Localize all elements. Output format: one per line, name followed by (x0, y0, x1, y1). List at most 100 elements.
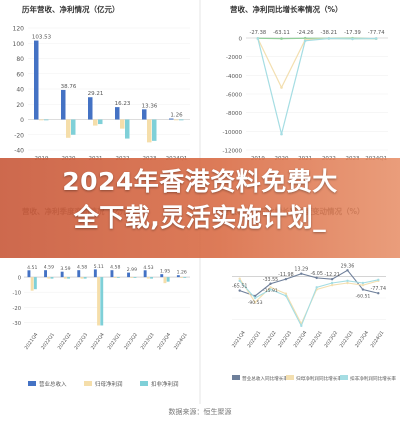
data-label: 4.51 (27, 265, 37, 271)
legend-swatch (232, 375, 240, 380)
series-point (300, 272, 303, 275)
data-label: 29.36 (341, 263, 355, 269)
y-tick-label: -8000 (226, 111, 242, 117)
headline-line-1: 2024年香港资料免费大 (62, 167, 338, 196)
chart-title: 历年营收、净利情况（亿元） (22, 4, 120, 14)
y-tick-label: -12000 (223, 149, 243, 155)
series-point (284, 292, 288, 295)
data-label: 103.53 (32, 35, 52, 41)
bar (113, 277, 117, 278)
bar (143, 270, 147, 278)
data-label: -77.74 (368, 30, 385, 36)
series-point (377, 292, 380, 295)
bar (142, 109, 147, 120)
legend-label: 归母净利润 (95, 380, 123, 388)
y-tick-label: -4000 (226, 74, 242, 80)
legend-label: 扣非净利润同比增长率 (350, 375, 396, 382)
y-tick-label: 0 (239, 37, 243, 43)
bar (160, 274, 164, 278)
series-point (253, 296, 257, 300)
bar (179, 119, 184, 121)
series-line (239, 279, 379, 328)
bar (100, 277, 104, 326)
bar (83, 277, 87, 279)
bar (33, 277, 37, 290)
series-point (315, 276, 318, 280)
y-tick-label: -20 (14, 132, 24, 139)
series-point (238, 279, 241, 283)
data-label: 16.23 (115, 101, 131, 107)
series-point (330, 281, 334, 285)
y-tick-label: 120 (13, 26, 25, 33)
data-label: 13.36 (142, 103, 158, 109)
legend-swatch (286, 375, 294, 380)
series-point (303, 39, 307, 43)
data-label: -33.55 (263, 277, 278, 283)
y-tick-label: 40 (16, 87, 24, 94)
data-source-note: 数据来源：恒生聚源 (169, 407, 232, 416)
series-point (269, 286, 272, 289)
bar (77, 270, 81, 278)
bar (116, 277, 120, 278)
bar (44, 270, 47, 278)
bar (166, 277, 170, 282)
bar (39, 119, 44, 121)
bar (147, 119, 152, 143)
bar (60, 271, 64, 278)
data-label: 29.21 (88, 91, 104, 97)
bar (93, 119, 98, 126)
series-line (257, 37, 377, 135)
bar (150, 277, 153, 279)
headline-line-2: 全下载,灵活实施计划_ (73, 203, 327, 232)
series-point (269, 288, 272, 291)
y-tick-label: -10000 (223, 130, 243, 136)
series-point (374, 37, 378, 40)
data-label: -77.74 (371, 286, 386, 292)
data-label: -6.05 (310, 271, 322, 277)
legend-swatch (84, 381, 92, 386)
data-label: 13.29 (294, 267, 308, 273)
y-tick-label: 80 (16, 56, 24, 63)
data-label: -24.26 (297, 30, 314, 36)
series-point (253, 301, 257, 304)
data-label: 4.53 (143, 265, 153, 271)
y-tick-label: -10 (13, 291, 21, 297)
data-label: -27.38 (249, 30, 266, 36)
data-label: -63.11 (273, 30, 290, 36)
data-label: 4.58 (110, 265, 120, 271)
series-point (238, 289, 241, 292)
data-label: 38.76 (61, 84, 77, 90)
series-point (256, 37, 260, 40)
bar (47, 277, 51, 279)
data-label: 1.95 (160, 269, 170, 275)
bar (98, 119, 103, 125)
y-tick-label: 60 (16, 71, 24, 78)
bar (163, 277, 167, 284)
data-label: 1.26 (170, 113, 183, 119)
legend-label: 扣非净利润 (151, 380, 179, 388)
legend-label: 归母净利润同比增长率 (296, 375, 342, 382)
headline-banner (0, 158, 400, 258)
data-label: -38.21 (320, 30, 337, 36)
legend-swatch (140, 381, 148, 386)
data-label: -15.91 (263, 288, 278, 294)
data-label: -17.39 (344, 30, 361, 36)
data-label: -90.53 (248, 300, 263, 306)
data-label: 1.26 (177, 270, 187, 276)
data-label: -65.51 (232, 284, 247, 290)
bar (97, 277, 100, 326)
legend-swatch (28, 381, 36, 386)
bar (127, 272, 130, 278)
bar (93, 269, 97, 278)
bar (152, 119, 157, 141)
bar (80, 277, 84, 279)
y-tick-label: 0 (20, 117, 24, 124)
y-tick-label: -40 (14, 148, 24, 155)
bar (61, 89, 66, 120)
data-label: -11.98 (278, 272, 293, 278)
series-point (327, 37, 331, 40)
bar (71, 119, 76, 135)
bar (180, 277, 183, 278)
bar (146, 277, 150, 279)
